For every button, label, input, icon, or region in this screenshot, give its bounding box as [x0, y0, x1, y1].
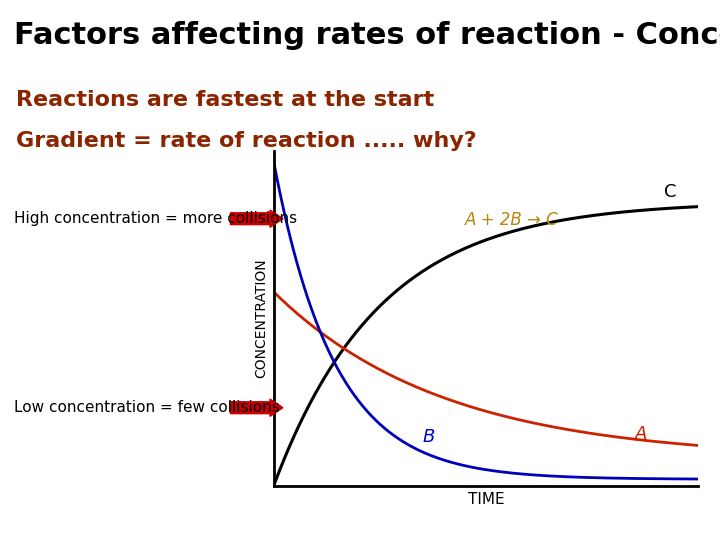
- Text: A + 2B → C: A + 2B → C: [465, 212, 559, 230]
- Y-axis label: CONCENTRATION: CONCENTRATION: [254, 259, 268, 379]
- Text: C: C: [665, 183, 677, 200]
- Text: Low concentration = few collisions: Low concentration = few collisions: [14, 400, 280, 415]
- X-axis label: TIME: TIME: [468, 491, 504, 507]
- Text: Factors affecting rates of reaction - Concentration: Factors affecting rates of reaction - Co…: [14, 21, 720, 50]
- Text: Gradient = rate of reaction ..... why?: Gradient = rate of reaction ..... why?: [16, 131, 477, 151]
- Text: High concentration = more collisions: High concentration = more collisions: [14, 211, 297, 226]
- Text: Reactions are fastest at the start: Reactions are fastest at the start: [16, 90, 434, 111]
- Text: A: A: [635, 425, 647, 443]
- Text: B: B: [422, 428, 435, 446]
